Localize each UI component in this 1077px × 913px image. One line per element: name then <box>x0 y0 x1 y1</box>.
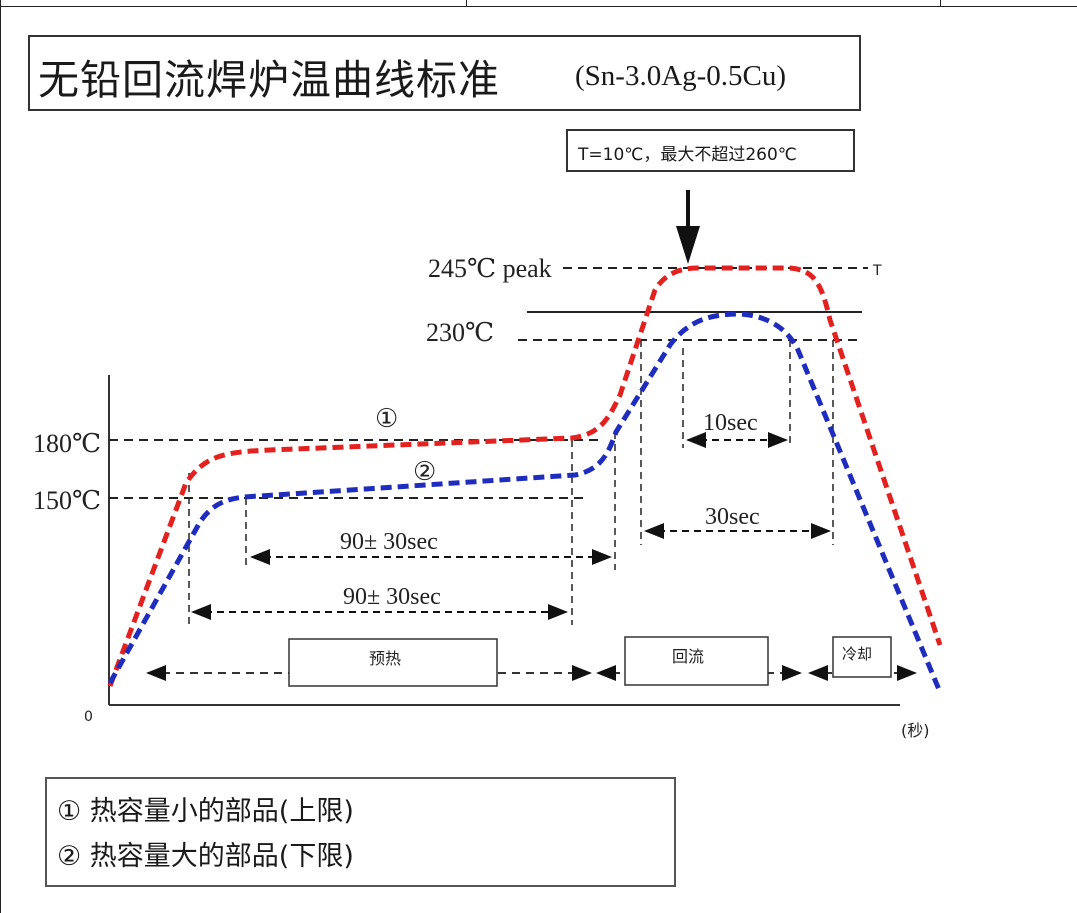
zone-box-reflow <box>624 636 769 686</box>
table-border-top <box>0 0 1077 7</box>
duration-label-30sec: 30sec <box>705 504 760 530</box>
table-cell-divider <box>466 0 467 6</box>
label-150: 150℃ <box>33 486 101 515</box>
duration-label-10sec: 10sec <box>703 410 758 436</box>
series-curve-lower <box>107 311 943 693</box>
peak-pointer-head <box>676 226 700 264</box>
duration-label-preheat-upper: 90± 30sec <box>343 584 441 610</box>
table-cell-divider <box>940 0 941 6</box>
peak-note-box: T=10℃，最大不超过260℃ <box>566 129 855 172</box>
chart-title: 无铅回流焊炉温曲线标准 <box>38 56 500 104</box>
zone-box-cool <box>832 636 892 678</box>
table-border-left <box>0 0 1 913</box>
duration-label-preheat-lower: 90± 30sec <box>340 529 438 555</box>
legend-item-upper: ① 热容量小的部品(上限) <box>57 796 354 827</box>
legend-item-lower: ② 热容量大的部品(下限) <box>57 841 354 872</box>
alloy-label: (Sn-3.0Ag-0.5Cu) <box>575 60 787 92</box>
label-origin: 0 <box>84 709 93 725</box>
curve-mark-lower: ② <box>413 457 436 487</box>
legend-box: ① 热容量小的部品(上限) ② 热容量大的部品(下限) <box>45 777 676 887</box>
zone-label-reflow: 回流 <box>672 647 704 666</box>
series-curve-upper <box>107 265 943 687</box>
curve-mark-upper: ① <box>375 404 398 434</box>
zone-label-preheat: 预热 <box>369 649 401 668</box>
label-x-unit: (秒) <box>901 721 930 740</box>
zone-box-preheat <box>288 638 498 687</box>
label-180: 180℃ <box>33 429 101 458</box>
label-245: 245℃ peak <box>428 254 552 283</box>
zone-label-cool: 冷却 <box>842 645 872 663</box>
label-T: T <box>872 263 882 279</box>
peak-note: T=10℃，最大不超过260℃ <box>578 145 797 165</box>
label-230: 230℃ <box>426 318 494 347</box>
title-box: 无铅回流焊炉温曲线标准 (Sn-3.0Ag-0.5Cu) <box>28 35 861 111</box>
